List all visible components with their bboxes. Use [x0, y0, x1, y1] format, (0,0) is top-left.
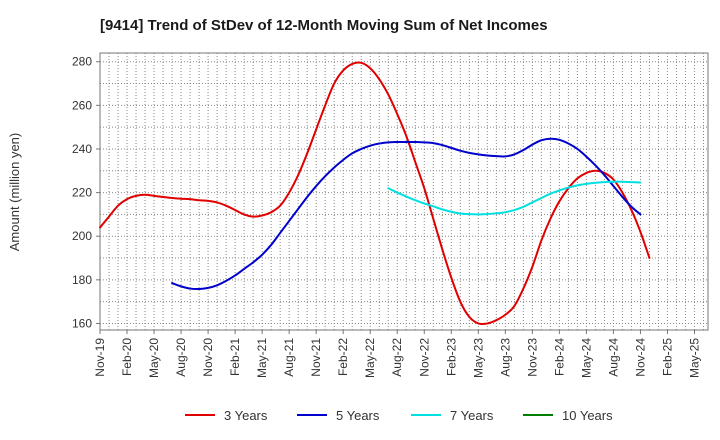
y-tick-label: 240 [72, 142, 92, 156]
legend: 3 Years 5 Years 7 Years 10 Years [185, 408, 613, 423]
series-line-3-years [99, 61, 651, 326]
x-tick-label: May-24 [579, 338, 593, 378]
x-tick-label: May-22 [363, 338, 377, 378]
x-tick-label: May-25 [687, 338, 701, 378]
x-tick-label: May-21 [255, 338, 269, 378]
chart-title: [9414] Trend of StDev of 12-Month Moving… [100, 17, 548, 34]
y-tick-label: 200 [72, 229, 92, 243]
x-tick-label: Aug-20 [174, 338, 188, 377]
x-tick-label: Feb-22 [336, 338, 350, 376]
y-axis-ticks: 160 180 200 220 240 260 280 [72, 55, 100, 330]
y-tick-label: 220 [72, 186, 92, 200]
y-tick-label: 160 [72, 316, 92, 330]
legend-label: 10 Years [562, 408, 613, 423]
legend-label: 7 Years [450, 408, 494, 423]
y-tick-label: 280 [72, 55, 92, 69]
x-tick-label: Nov-24 [633, 338, 647, 377]
series-line-5-years [171, 137, 642, 291]
x-tick-label: May-20 [147, 338, 161, 378]
x-tick-label: Nov-23 [525, 338, 539, 377]
y-axis-label: Amount (million yen) [7, 133, 22, 252]
x-tick-label: Feb-23 [444, 338, 458, 376]
x-tick-label: Feb-21 [228, 338, 242, 376]
plot-frame [99, 52, 709, 331]
x-tick-label: Aug-21 [282, 338, 296, 377]
series-layer [99, 61, 651, 326]
x-tick-label: May-23 [471, 338, 485, 378]
series-line-7-years [387, 180, 642, 216]
x-tick-label: Aug-24 [606, 338, 620, 377]
y-tick-label: 260 [72, 98, 92, 112]
x-tick-label: Nov-22 [417, 338, 431, 377]
legend-label: 5 Years [336, 408, 380, 423]
x-tick-label: Feb-25 [660, 338, 674, 376]
x-tick-label: Feb-20 [120, 338, 134, 376]
legend-label: 3 Years [224, 408, 268, 423]
y-tick-label: 180 [72, 273, 92, 287]
x-tick-label: Aug-22 [390, 338, 404, 377]
x-tick-label: Nov-19 [93, 338, 107, 377]
x-tick-label: Nov-21 [309, 338, 323, 377]
x-tick-label: Aug-23 [498, 338, 512, 377]
x-tick-label: Feb-24 [552, 338, 566, 376]
x-tick-label: Nov-20 [201, 338, 215, 377]
x-axis-ticks: Nov-19 Feb-20 May-20 Aug-20 Nov-20 Feb-21 May-… [93, 330, 701, 378]
